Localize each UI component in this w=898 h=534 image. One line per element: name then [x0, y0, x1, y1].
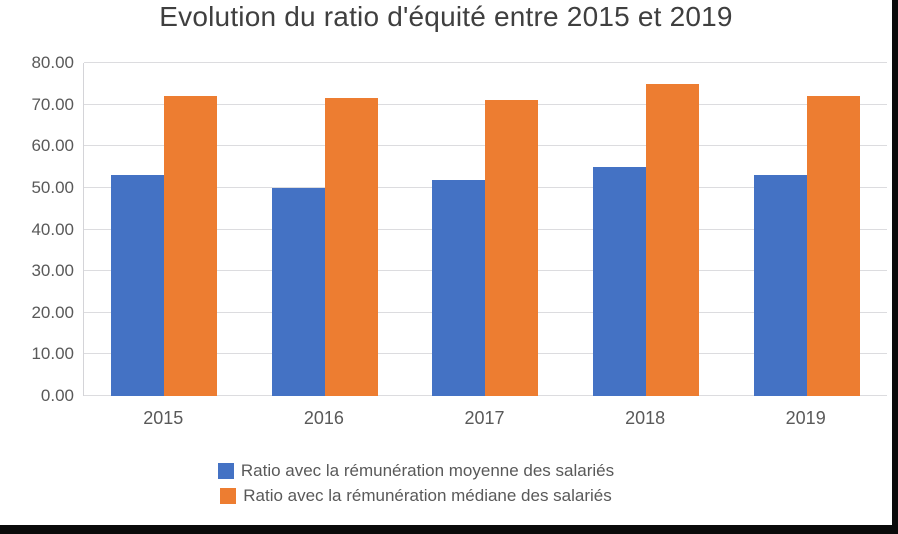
bar-2016-series-1: [324, 98, 378, 396]
bar-2016-series-0: [271, 187, 325, 396]
y-tick-label: 20.00: [31, 302, 74, 322]
y-tick-label: 80.00: [31, 53, 74, 72]
bar-2017-series-0: [432, 179, 486, 396]
x-tick-label-2017: 2017: [464, 408, 505, 428]
bar-group-2015: [84, 63, 245, 396]
bar-2017-series-1: [485, 100, 539, 396]
y-tick-label: 10.00: [31, 344, 74, 364]
x-tick-label-2018: 2018: [625, 408, 666, 428]
bar-2015-series-0: [111, 175, 165, 396]
legend: Ratio avec la rémunération moyenne des s…: [0, 461, 832, 506]
y-tick-label: 30.00: [31, 261, 74, 281]
y-tick-label: 60.00: [31, 136, 74, 156]
bar-group-2018: [566, 63, 727, 396]
black-bottom-edge: [0, 525, 898, 534]
y-tick-label: 0.00: [40, 386, 74, 405]
black-right-edge: [892, 0, 898, 534]
legend-label-0: Ratio avec la rémunération moyenne des s…: [240, 461, 615, 480]
bar-group-2017: [405, 63, 566, 396]
bar-2015-series-1: [164, 96, 218, 396]
y-tick-label: 50.00: [31, 177, 74, 197]
x-axis-labels: 2015 2016 2017 2018 2019: [83, 408, 886, 434]
x-tick-label-2019: 2019: [785, 408, 826, 428]
legend-item-1: Ratio avec la rémunération médiane des s…: [220, 486, 612, 506]
bar-group-2019: [726, 63, 887, 396]
legend-swatch-0: [217, 463, 234, 479]
chart-title: Evolution du ratio d'équité entre 2015 e…: [159, 1, 733, 32]
y-tick-label: 70.00: [31, 94, 74, 114]
y-tick-label: 40.00: [31, 219, 74, 239]
x-tick-label-2015: 2015: [143, 408, 184, 428]
legend-item-0: Ratio avec la rémunération moyenne des s…: [217, 461, 615, 481]
y-axis-labels: 0.00 10.00 20.00 30.00 40.00 50.00 60.00 70.00 8…: [0, 53, 74, 405]
gridline-80: [84, 62, 887, 63]
bar-2019-series-1: [806, 96, 860, 396]
legend-swatch-1: [220, 488, 237, 504]
x-tick-label-2016: 2016: [303, 408, 344, 428]
bar-2018-series-0: [593, 167, 647, 396]
plot-area: [83, 62, 887, 396]
bar-2019-series-0: [753, 175, 807, 396]
legend-label-1: Ratio avec la rémunération médiane des s…: [243, 486, 612, 505]
bar-group-2016: [245, 63, 406, 396]
bar-2018-series-1: [646, 83, 700, 396]
